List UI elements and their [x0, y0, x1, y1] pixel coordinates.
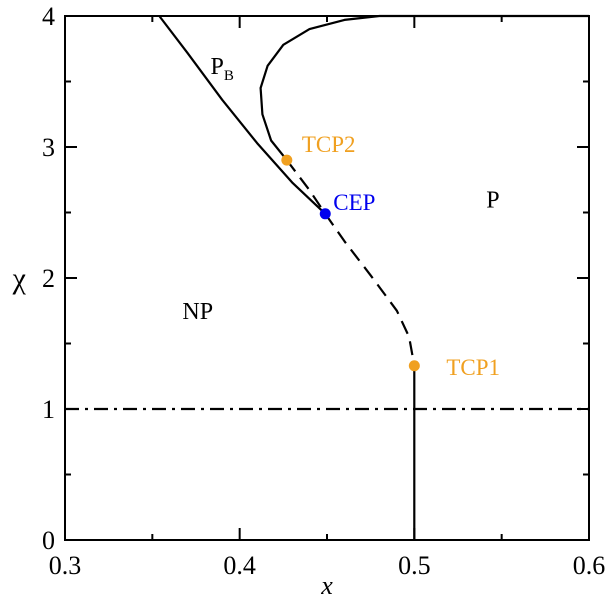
region-label-p: P	[486, 187, 499, 213]
x-tick-label: 0.5	[398, 551, 431, 580]
y-tick-label: 1	[42, 395, 55, 424]
x-tick-label: 0.4	[223, 551, 256, 580]
y-axis-label: χ	[12, 262, 27, 295]
series-line-3-dashed	[285, 159, 416, 366]
region-label-p-b: PB	[211, 54, 234, 84]
point-label-tcp1: TCP1	[446, 355, 500, 380]
point-cep	[319, 208, 331, 220]
plot-frame	[64, 15, 590, 541]
x-tick-label: 0.6	[573, 551, 606, 580]
region-label-np: NP	[182, 299, 213, 325]
chart-curves	[65, 14, 589, 540]
y-tick-label: 0	[42, 526, 55, 555]
axis-ticks	[65, 16, 589, 540]
y-tick-label: 4	[42, 2, 55, 31]
point-tcp1	[408, 360, 420, 372]
chart-points: TCP2 CEP TCP1	[281, 132, 500, 380]
series-line-1-solid	[158, 15, 327, 215]
x-tick-labels: 0.3 0.4 0.5 0.6	[49, 551, 606, 580]
y-tick-label: 2	[42, 264, 55, 293]
x-tick-label: 0.3	[49, 551, 82, 580]
y-tick-labels: 0 1 2 3 4	[42, 2, 55, 555]
point-tcp2	[281, 154, 293, 166]
point-label-tcp2: TCP2	[302, 132, 356, 157]
point-label-cep: CEP	[333, 190, 375, 215]
x-axis-label: x	[320, 571, 333, 598]
y-tick-label: 3	[42, 133, 55, 162]
